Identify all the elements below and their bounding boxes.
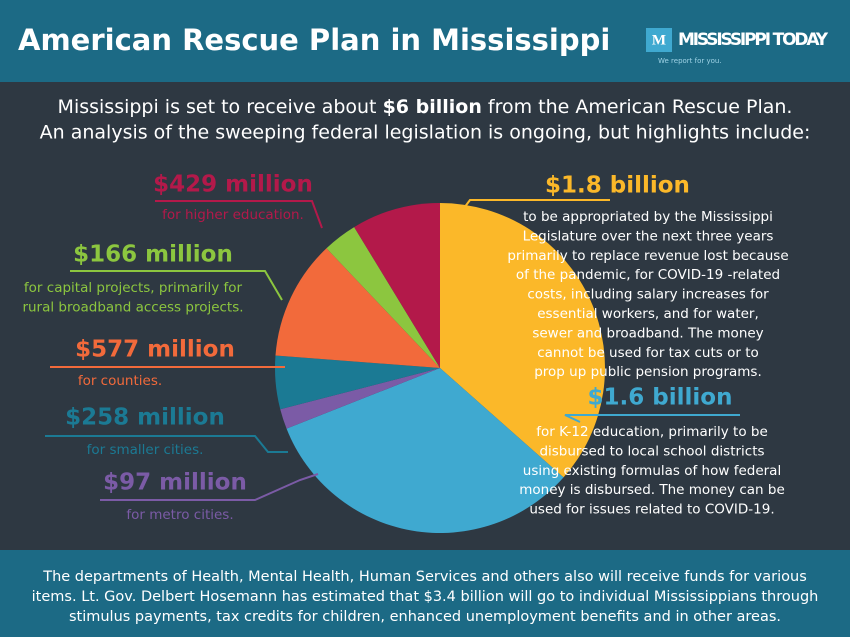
value-label: $429 million	[153, 172, 313, 198]
note: The departments of Health, Mental Health…	[32, 569, 819, 625]
slice-description: for smaller cities.	[87, 442, 204, 458]
logo-text: MISSISSIPPI TODAY	[678, 30, 829, 50]
slice-description: costs, including salary increases for	[527, 287, 769, 303]
title: American Rescue Plan in Mississippi	[18, 23, 610, 57]
pie-slice	[280, 368, 440, 429]
subtitle-part: Mississippi is set to receive about	[58, 96, 383, 118]
slice-description: money is disbursed. The money can be	[519, 482, 785, 498]
value-label: $577 million	[75, 337, 235, 363]
slice-description: primarily to replace revenue lost becaus…	[507, 248, 788, 264]
tagline: We report for you.	[658, 57, 722, 65]
slice-description: sewer and broadband. The money	[532, 325, 763, 341]
pie-slice	[275, 355, 440, 410]
logo-icon	[646, 28, 672, 52]
leader-line	[155, 200, 323, 229]
slice-description: Legislature over the next three years	[523, 228, 774, 244]
subtitle-line: An analysis of the sweeping federal legi…	[40, 122, 811, 144]
value-label: $258 million	[65, 405, 225, 431]
value-label: $1.8 billion	[545, 173, 690, 199]
footnote-line: items. Lt. Gov. Delbert Hosemann has est…	[32, 589, 819, 605]
pie-slice	[275, 248, 440, 368]
footnote-line: The departments of Health, Mental Health…	[42, 569, 807, 585]
value-label: $166 million	[73, 242, 233, 268]
labels: $1.8 billion to be appropriated by the Mi…	[22, 172, 788, 524]
slice-description: essential workers, and for water,	[537, 306, 759, 322]
slice-description: for counties.	[78, 373, 162, 389]
slice-description: of the pandemic, for COVID-19 -related	[516, 267, 780, 283]
header-bar	[0, 0, 850, 82]
slice-description: using existing formulas of how federal	[523, 463, 781, 479]
slice-description: prop up public pension programs.	[534, 364, 762, 380]
pie-slice	[286, 368, 564, 533]
leader-line	[100, 473, 319, 501]
pie-slice	[440, 203, 605, 478]
pie	[275, 203, 605, 533]
subtitle-part: from the American Rescue Plan.	[482, 96, 793, 118]
subtitle-bold: $6 billion	[383, 96, 482, 118]
slice-description: to be appropriated by the Mississippi	[523, 209, 773, 225]
leader-line	[45, 435, 288, 453]
pie-slice	[326, 227, 440, 368]
slice-description: used for issues related to COVID-19.	[529, 502, 774, 518]
leader-line	[564, 414, 740, 423]
footnote-line: stimulus payments, tax credits for child…	[69, 609, 781, 625]
footer-bar	[0, 550, 850, 637]
subtitle: Mississippi is set to receive about $6 b…	[58, 96, 793, 118]
value-label: $1.6 billion	[588, 385, 733, 411]
slice-description: for capital projects, primarily for	[24, 280, 243, 296]
leader-line	[70, 270, 283, 301]
slice-description: cannot be used for tax cuts or to	[537, 345, 759, 361]
value-label: $97 million	[103, 470, 247, 496]
logo-mark: M	[652, 32, 666, 48]
slice-description: rural broadband access projects.	[22, 299, 243, 315]
slice-description: for K-12 education, primarily to be	[536, 424, 768, 440]
slice-description: for metro cities.	[126, 507, 233, 523]
slice-description: for higher education.	[162, 207, 304, 223]
leader-line	[457, 199, 610, 217]
slice-description: disbursed to local school districts	[539, 443, 764, 459]
pie-slice	[354, 203, 440, 368]
